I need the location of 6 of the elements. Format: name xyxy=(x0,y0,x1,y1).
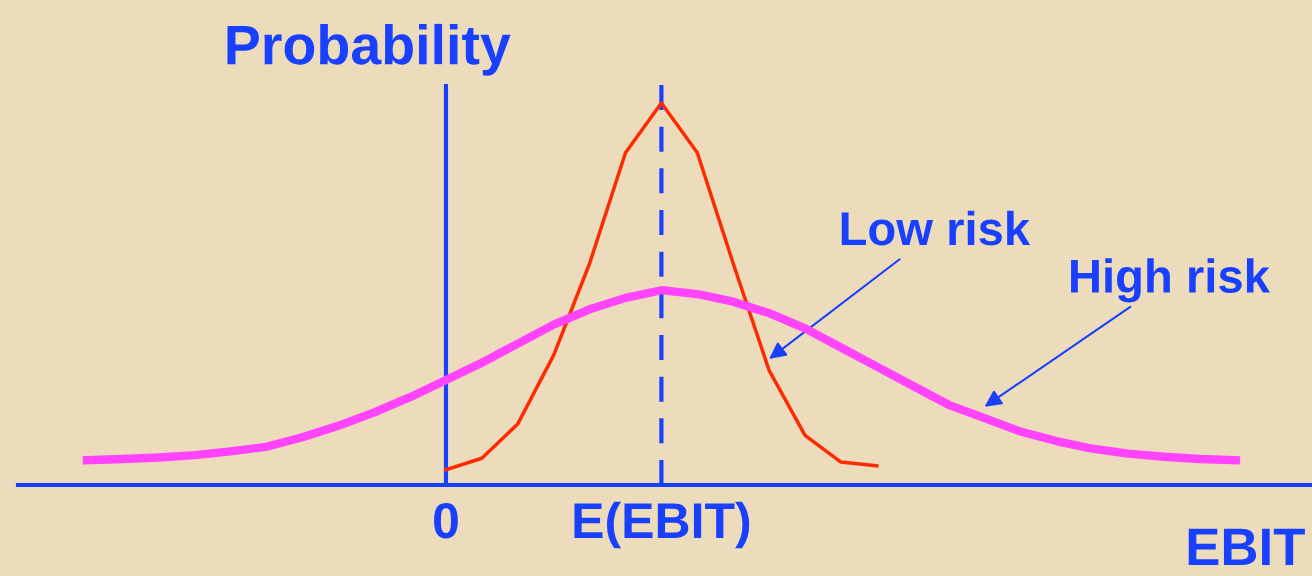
y-axis-title: Probability xyxy=(227,23,511,76)
x-axis-title: EBIT xyxy=(1188,528,1305,566)
x-tick-label: 0 xyxy=(434,502,458,539)
x-tick-label: E(EBIT) xyxy=(574,501,750,549)
text: High risk xyxy=(1071,258,1270,303)
text: Low risk xyxy=(841,210,1031,246)
